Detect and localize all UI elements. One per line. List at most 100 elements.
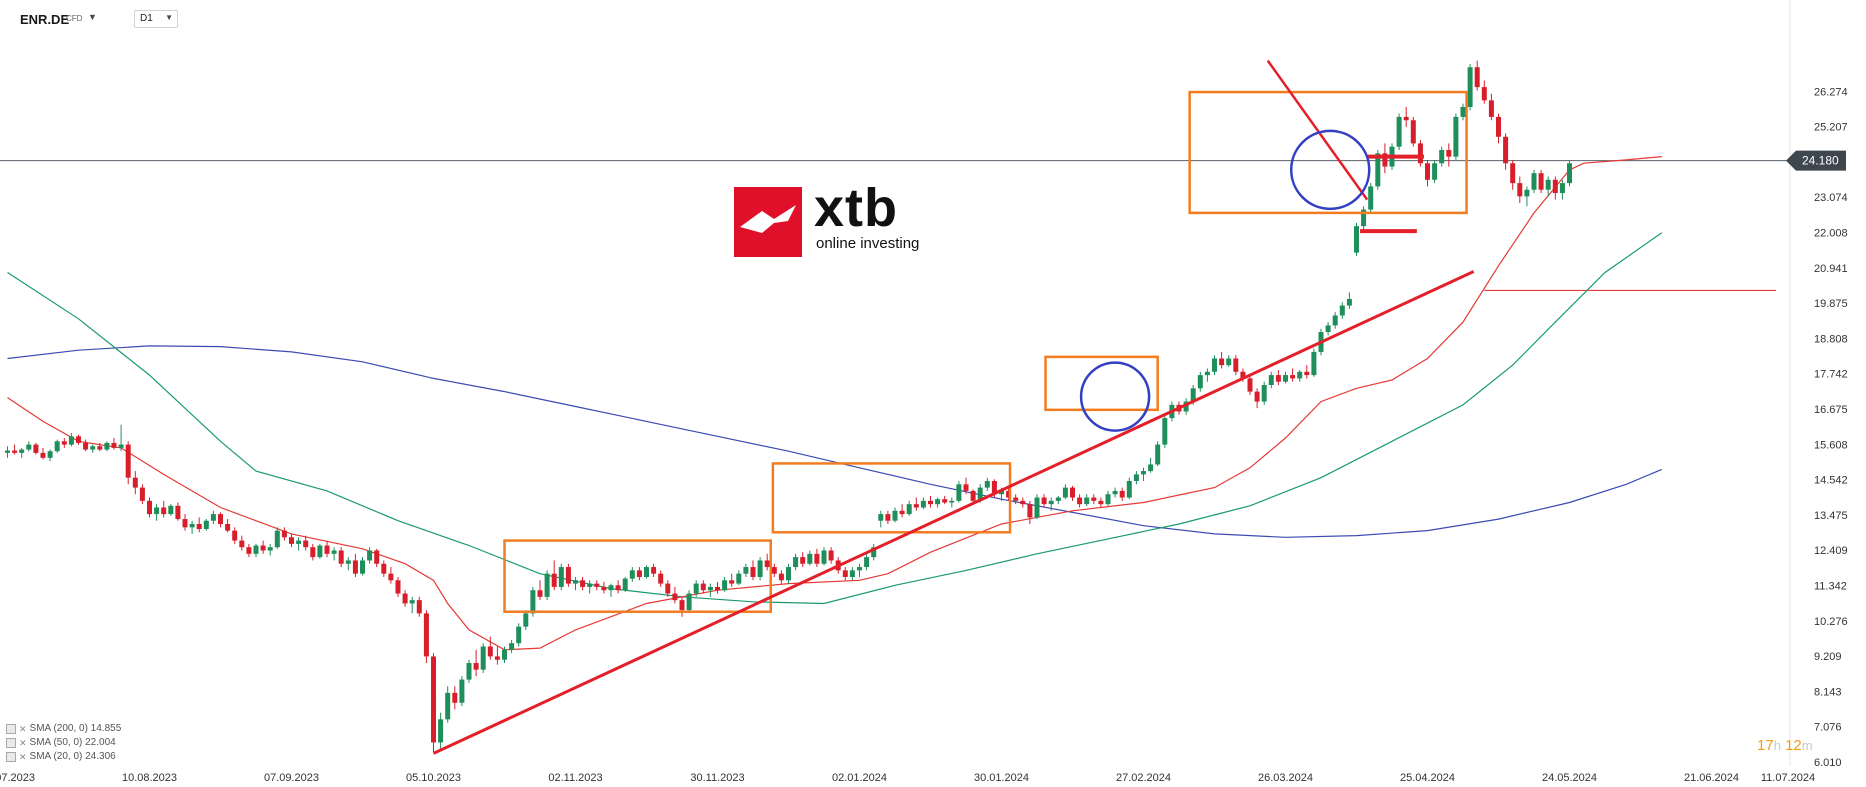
candle-body — [537, 590, 543, 597]
candle-body — [693, 583, 699, 594]
candle-body — [1240, 371, 1246, 379]
candle-body — [83, 442, 89, 450]
candle-body — [1375, 153, 1381, 187]
y-tick-label: 20.941 — [1814, 263, 1848, 275]
candle-body — [743, 567, 749, 574]
consolidation-box — [1044, 355, 1159, 412]
y-tick-label: 18.808 — [1814, 333, 1848, 345]
candle-body — [942, 499, 948, 503]
candle-body — [289, 537, 294, 544]
candle-body — [999, 490, 1004, 495]
candle-body — [438, 719, 444, 743]
candle-body — [182, 519, 188, 528]
candle-body — [218, 514, 223, 525]
candle-body — [750, 567, 756, 577]
x-tick-label: 30.01.2024 — [974, 772, 1029, 784]
candle-body — [1013, 497, 1019, 501]
candle-body — [814, 553, 820, 564]
highlight-circle — [1289, 129, 1371, 211]
candle-body — [828, 550, 834, 561]
remove-icon[interactable]: ✕ — [19, 738, 27, 748]
sma50-line — [7, 232, 1663, 605]
candle-body — [778, 573, 784, 581]
candle-body — [281, 530, 287, 538]
candle-body — [26, 444, 32, 450]
candle-body — [1460, 106, 1466, 117]
candle-body — [68, 436, 74, 445]
x-tick-label: 21.06.2024 — [1684, 772, 1739, 784]
y-tick-label: 11.342 — [1814, 581, 1847, 593]
candle-body — [338, 550, 344, 564]
candle-body — [47, 451, 53, 458]
legend-label: SMA (20, 0) 24.306 — [29, 751, 116, 762]
candle-body — [1091, 497, 1097, 501]
candle-body — [636, 570, 642, 577]
candle-body — [1474, 67, 1480, 88]
candle-body — [963, 484, 969, 491]
legend-label: SMA (50, 0) 22.004 — [29, 737, 116, 748]
candle-body — [786, 567, 791, 581]
x-tick-label: 11.07.2024 — [1761, 772, 1815, 784]
candle-body — [388, 573, 394, 581]
candle-body — [1446, 150, 1452, 157]
candle-body — [118, 444, 124, 448]
y-tick-label: 8.143 — [1814, 686, 1842, 698]
candle-body — [175, 505, 181, 520]
candle-body — [1261, 385, 1267, 402]
y-tick-label: 16.675 — [1814, 404, 1848, 416]
candle-body — [984, 480, 990, 488]
candle-body — [1510, 163, 1516, 184]
candle-body — [1283, 375, 1288, 382]
legend-item-sma200[interactable]: ✕ SMA (200, 0) 14.855 — [6, 722, 121, 736]
candle-body — [800, 557, 806, 564]
symbol-dropdown-icon[interactable]: ▼ — [88, 12, 97, 22]
candle-body — [885, 514, 891, 521]
candle-body — [715, 586, 720, 591]
candle-body — [33, 444, 39, 453]
candle-body — [423, 613, 429, 657]
y-tick-label: 7.076 — [1814, 722, 1842, 734]
y-tick-label: 15.608 — [1814, 439, 1848, 451]
candle-body — [686, 593, 692, 611]
candle-body — [587, 583, 593, 587]
candle-body — [970, 490, 976, 501]
candle-body — [977, 487, 983, 501]
candle-body — [1439, 150, 1445, 164]
x-tick-label: 27.02.2024 — [1116, 772, 1171, 784]
candle-body — [1112, 490, 1118, 495]
candle-body — [1297, 371, 1303, 379]
candle-body — [1339, 305, 1345, 316]
candle-body — [1048, 500, 1054, 505]
y-tick-label: 13.475 — [1814, 510, 1848, 522]
candle-body — [1006, 490, 1012, 498]
timeframe-select[interactable]: D1 ▼ — [134, 10, 178, 28]
candle-body — [1219, 358, 1225, 366]
candle-body — [1368, 186, 1374, 210]
candle-body — [196, 524, 202, 529]
legend-toggle-icon[interactable] — [6, 738, 16, 748]
symbol-name[interactable]: ENR.DE — [20, 12, 70, 27]
candle-body — [5, 450, 10, 453]
candle-body — [210, 514, 216, 521]
legend-toggle-icon[interactable] — [6, 724, 16, 734]
candle-body — [303, 540, 309, 548]
candle-body — [1190, 388, 1196, 402]
legend-item-sma20[interactable]: ✕ SMA (20, 0) 24.306 — [6, 750, 121, 764]
candle-body — [1538, 173, 1544, 190]
remove-icon[interactable]: ✕ — [19, 752, 27, 762]
indicator-legend: ✕ SMA (200, 0) 14.855 ✕ SMA (50, 0) 22.0… — [6, 722, 121, 764]
y-tick-label: 19.875 — [1814, 298, 1848, 310]
candle-body — [771, 567, 777, 574]
candle-body — [452, 692, 458, 703]
legend-item-sma50[interactable]: ✕ SMA (50, 0) 22.004 — [6, 736, 121, 750]
candle-body — [1020, 500, 1026, 505]
y-tick-label: 6.010 — [1814, 757, 1842, 769]
logo-brand: xtb — [814, 178, 898, 238]
legend-toggle-icon[interactable] — [6, 752, 16, 762]
candle-body — [267, 547, 273, 551]
remove-icon[interactable]: ✕ — [19, 724, 27, 734]
candle-body — [317, 545, 323, 558]
candle-body — [381, 563, 387, 574]
candle-body — [658, 573, 664, 584]
